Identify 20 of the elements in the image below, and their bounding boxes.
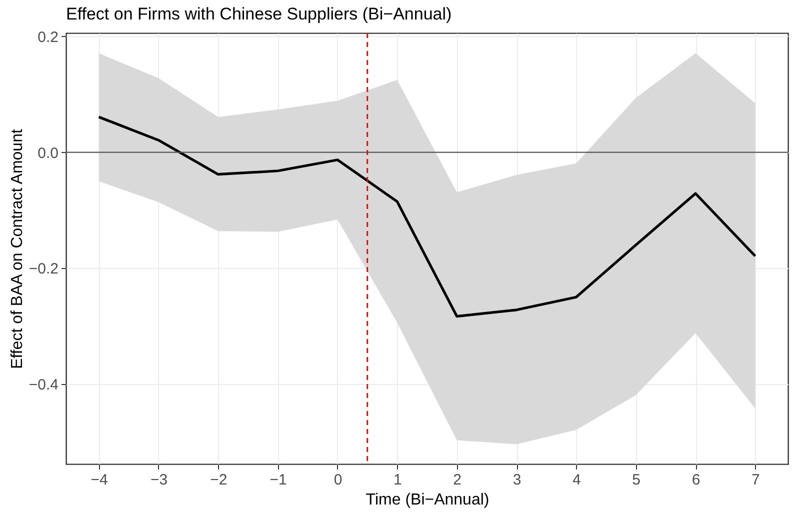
x-tick-label: 3 [512, 472, 522, 488]
chart-title: Effect on Firms with Chinese Suppliers (Bi−Annual) [66, 4, 452, 24]
x-tick-label: −4 [90, 472, 108, 488]
y-tick-label: 0.2 [38, 28, 58, 46]
x-axis-title: Time (Bi−Annual) [366, 492, 490, 508]
x-tick-label: 1 [393, 472, 402, 488]
x-tick-label: −3 [150, 472, 168, 488]
y-tick-label: −0.2 [28, 260, 58, 278]
y-tick-label: 0.0 [38, 144, 58, 162]
x-tick-label: 6 [692, 472, 700, 488]
x-tick-label: 4 [572, 472, 581, 488]
x-tick-label: 5 [632, 472, 641, 488]
x-tick-label: 7 [752, 472, 760, 488]
y-tick-label: −0.4 [28, 376, 58, 394]
y-axis-title: Effect of BAA on Contract Amount [8, 128, 26, 369]
x-tick-label: −2 [210, 472, 228, 488]
x-tick-label: 0 [334, 472, 342, 488]
x-tick-label: −1 [270, 472, 287, 488]
line-series [98, 116, 756, 318]
x-tick-label: 2 [453, 472, 462, 488]
